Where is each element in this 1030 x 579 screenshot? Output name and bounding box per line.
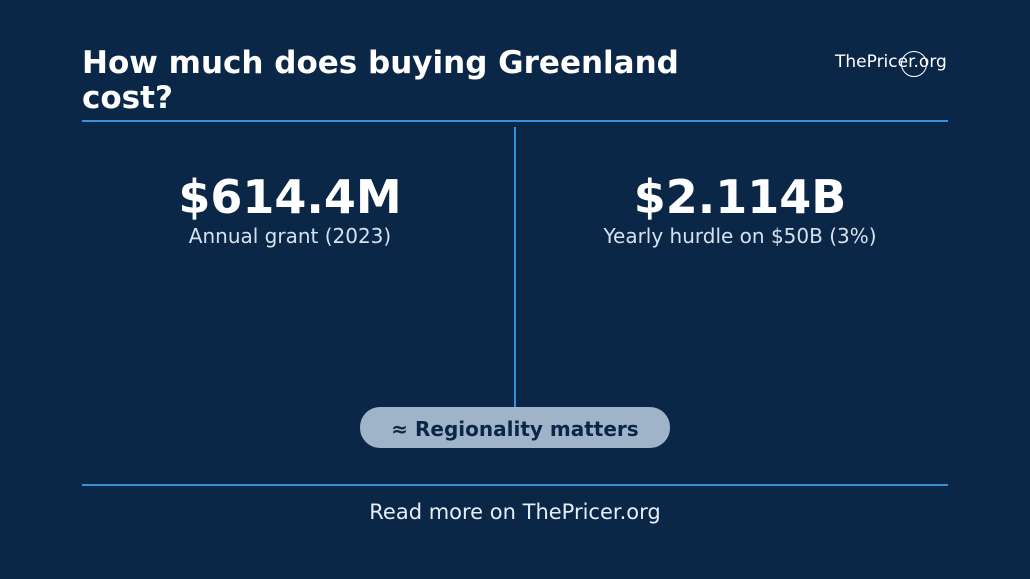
badge: ≈ Regionality matters bbox=[360, 407, 670, 448]
brand: ThePricer.org bbox=[835, 52, 947, 72]
divider bbox=[514, 127, 516, 407]
divider bbox=[82, 484, 948, 486]
divider bbox=[82, 120, 948, 122]
stat: $614.4M Annual grant (2023) bbox=[90, 170, 490, 248]
stat-label: Yearly hurdle on $50B (3%) bbox=[603, 224, 877, 248]
stat-value: $614.4M bbox=[178, 170, 402, 224]
title: How much does buying Greenland cost? bbox=[82, 45, 679, 116]
logo bbox=[901, 51, 927, 77]
stat-value: $2.114B bbox=[633, 170, 847, 224]
stat-label: Annual grant (2023) bbox=[188, 224, 392, 248]
stat: $2.114B Yearly hurdle on $50B (3%) bbox=[540, 170, 940, 248]
footer: Read more on ThePricer.org bbox=[369, 500, 661, 524]
